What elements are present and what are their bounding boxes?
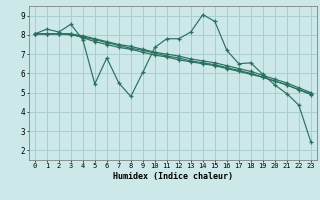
X-axis label: Humidex (Indice chaleur): Humidex (Indice chaleur) — [113, 172, 233, 181]
